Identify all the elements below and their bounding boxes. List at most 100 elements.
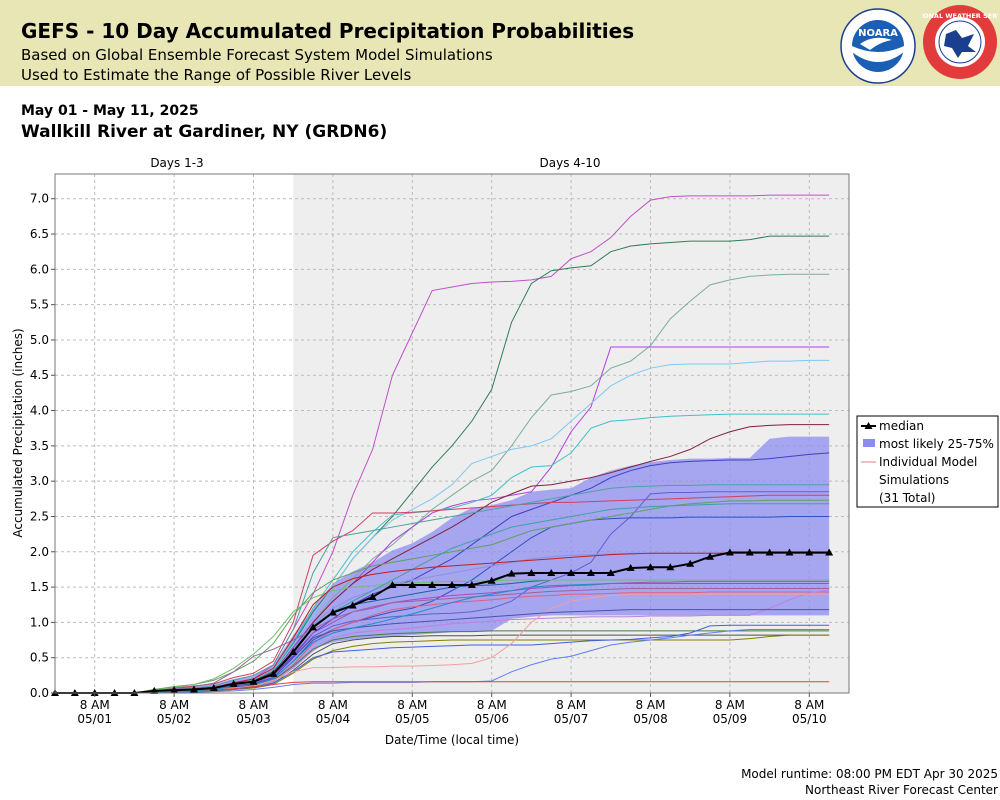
- forecast-center: Northeast River Forecast Center: [805, 783, 998, 797]
- y-tick-label: 2.0: [30, 545, 49, 559]
- y-tick-label: 0.5: [30, 651, 49, 665]
- interquartile-band-group: [55, 436, 830, 693]
- member-simulation-line: [55, 587, 830, 694]
- median-point: [467, 580, 476, 588]
- median-point: [606, 568, 615, 576]
- x-tick-label-date: 05/03: [236, 712, 271, 726]
- median-point: [229, 679, 238, 687]
- period-label-days-1-3: Days 1-3: [150, 156, 203, 170]
- median-point: [189, 685, 198, 693]
- member-simulation-line: [55, 583, 830, 694]
- median-series: [51, 548, 834, 696]
- x-axis-label: Date/Time (local time): [385, 733, 519, 747]
- median-point: [626, 564, 635, 572]
- median-point: [646, 563, 655, 571]
- legend-members-label-3: (31 Total): [879, 491, 935, 505]
- legend: median most likely 25-75% Individual Mod…: [856, 415, 999, 508]
- y-tick-label: 6.0: [30, 262, 49, 276]
- median-point: [249, 677, 258, 685]
- y-axis: 0.0 0.5 1.0 1.5 2.0 2.5 3.0 3.5 4.0 4.5 5.0 5.5 6.0 6…: [30, 192, 55, 700]
- median-point: [547, 568, 556, 576]
- page-subtitle-1: Based on Global Ensemble Forecast System…: [21, 46, 493, 64]
- median-point: [328, 608, 337, 616]
- legend-members-label-1: Individual Model: [879, 455, 977, 469]
- legend-band-label: most likely 25-75%: [879, 437, 994, 451]
- model-runtime: Model runtime: 08:00 PM EDT Apr 30 2025: [741, 767, 998, 781]
- median-point: [368, 592, 377, 600]
- y-tick-label: 3.5: [30, 439, 49, 453]
- date-range: May 01 - May 11, 2025: [21, 103, 199, 119]
- median-point: [269, 669, 278, 677]
- x-tick-label-date: 05/09: [713, 712, 748, 726]
- y-tick-label: 6.5: [30, 227, 49, 241]
- y-tick-label: 0.0: [30, 686, 49, 700]
- x-tick-label-time: 8 AM: [238, 698, 268, 712]
- median-line: [55, 551, 830, 694]
- y-tick-label: 5.5: [30, 298, 49, 312]
- median-point: [388, 580, 397, 588]
- x-tick-label-time: 8 AM: [477, 698, 507, 712]
- y-axis-label: Accumulated Precipitation (inches): [11, 328, 25, 537]
- x-tick-label-date: 05/07: [554, 712, 589, 726]
- x-tick-label-time: 8 AM: [715, 698, 745, 712]
- median-point: [567, 568, 576, 576]
- x-tick-label-time: 8 AM: [556, 698, 586, 712]
- period-label-days-4-10: Days 4-10: [540, 156, 601, 170]
- member-simulation-line: [55, 494, 830, 694]
- station-name: Wallkill River at Gardiner, NY (GRDN6): [21, 122, 388, 142]
- page-subtitle-2: Used to Estimate the Range of Possible R…: [21, 66, 412, 84]
- legend-median-marker: [864, 422, 873, 429]
- plot-frame: [54, 173, 850, 694]
- median-point: [289, 648, 298, 656]
- x-tick-label-date: 05/04: [316, 712, 351, 726]
- median-point: [507, 569, 516, 577]
- median-point: [348, 601, 357, 609]
- median-point: [150, 686, 159, 694]
- median-point: [805, 548, 814, 556]
- x-tick-label-time: 8 AM: [794, 698, 824, 712]
- median-point: [586, 568, 595, 576]
- model-simulations: [55, 194, 830, 694]
- noaa-logo: NOARA: [840, 8, 916, 84]
- median-point: [686, 559, 695, 567]
- x-tick-label-date: 05/02: [157, 712, 192, 726]
- median-point: [725, 548, 734, 556]
- page-title: GEFS - 10 Day Accumulated Precipitation …: [21, 19, 635, 43]
- legend-members-label-2: Simulations: [879, 473, 949, 487]
- median-point: [706, 552, 715, 560]
- member-simulation-line: [55, 484, 830, 694]
- median-point: [527, 568, 536, 576]
- legend-box: [856, 415, 999, 508]
- x-tick-label-time: 8 AM: [397, 698, 427, 712]
- header-banner: [0, 0, 1000, 86]
- median-point: [666, 563, 675, 571]
- x-tick-label-date: 05/10: [792, 712, 827, 726]
- x-tick-label-time: 8 AM: [159, 698, 189, 712]
- median-point: [785, 548, 794, 556]
- y-tick-label: 1.0: [30, 615, 49, 629]
- median-point: [209, 684, 218, 692]
- median-point: [825, 548, 834, 556]
- legend-band-swatch: [863, 439, 875, 447]
- x-tick-label-date: 05/06: [474, 712, 509, 726]
- y-tick-label: 7.0: [30, 192, 49, 206]
- interquartile-band: [55, 436, 830, 693]
- x-tick-label-date: 05/05: [395, 712, 430, 726]
- x-tick-label-date: 05/08: [633, 712, 668, 726]
- nws-logo-text: NATIONAL WEATHER SERVICE: [922, 12, 998, 20]
- nws-logo: NATIONAL WEATHER SERVICE: [922, 5, 998, 79]
- x-tick-label-time: 8 AM: [80, 698, 110, 712]
- y-tick-label: 5.0: [30, 333, 49, 347]
- median-point: [448, 580, 456, 588]
- y-tick-label: 2.5: [30, 509, 49, 523]
- median-point: [170, 686, 179, 694]
- y-tick-label: 4.5: [30, 368, 49, 382]
- y-tick-label: 3.0: [30, 474, 49, 488]
- median-point: [408, 580, 417, 588]
- y-tick-label: 4.0: [30, 404, 49, 418]
- x-tick-label-date: 05/01: [77, 712, 112, 726]
- y-tick-label: 1.5: [30, 580, 49, 594]
- median-point: [745, 548, 754, 556]
- median-point: [428, 580, 437, 588]
